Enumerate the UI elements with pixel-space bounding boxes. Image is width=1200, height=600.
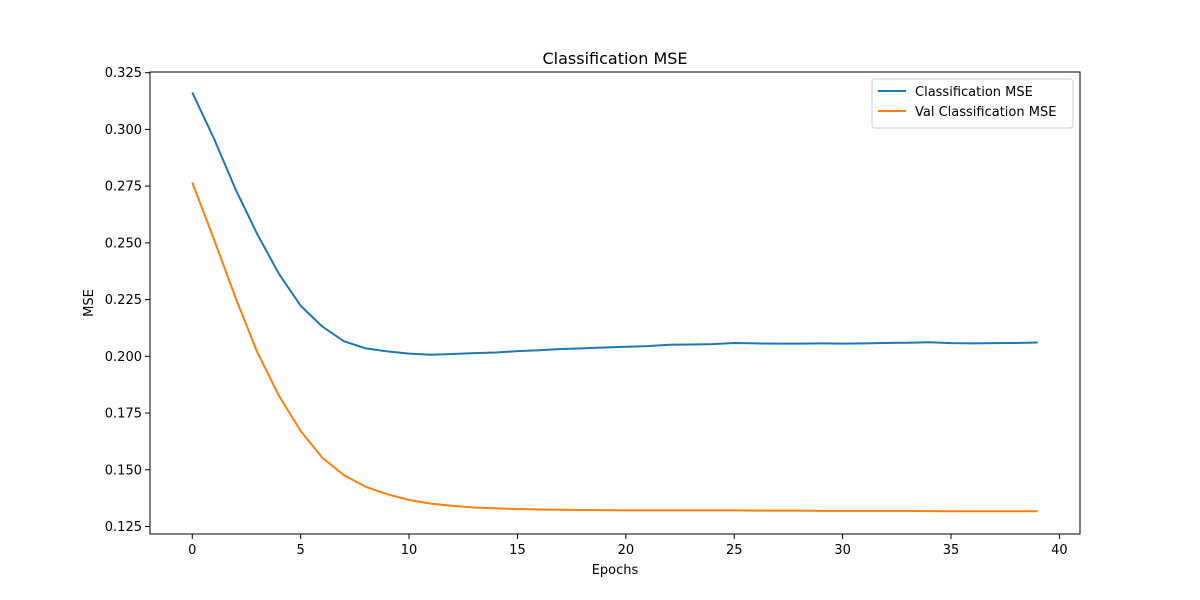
y-tick-label: 0.300 <box>105 123 142 138</box>
legend-label-classification-mse: Classification MSE <box>915 85 1033 100</box>
series-layer <box>191 91 1038 513</box>
x-axis-label: Epochs <box>592 563 639 578</box>
plot-frame <box>149 71 1081 535</box>
legend-label-val-classification-mse: Val Classification MSE <box>915 105 1056 120</box>
legend: Classification MSE Val Classification MS… <box>871 78 1074 129</box>
x-tick-label: 5 <box>297 543 305 558</box>
x-ticks: 0 5 10 15 20 25 30 35 40 <box>188 534 1068 558</box>
y-tick-label: 0.150 <box>105 463 142 478</box>
y-tick-label: 0.125 <box>105 520 142 535</box>
y-tick-label: 0.325 <box>105 66 142 81</box>
series-line-classification-mse <box>191 91 1038 356</box>
series-line-val-classification-mse <box>191 182 1038 513</box>
y-tick-label: 0.200 <box>105 350 142 365</box>
x-tick-label: 40 <box>1051 543 1068 558</box>
y-tick-label: 0.275 <box>105 180 142 195</box>
y-axis-label: MSE <box>82 289 97 317</box>
legend-box <box>871 78 1074 129</box>
x-tick-label: 15 <box>509 543 526 558</box>
x-tick-label: 30 <box>834 543 851 558</box>
plot-area <box>150 72 1080 534</box>
y-ticks: 0.125 0.150 0.175 0.200 0.225 0.250 0.275 0.300… <box>105 66 150 535</box>
y-tick-label: 0.175 <box>105 407 142 422</box>
x-tick-label: 25 <box>726 543 743 558</box>
x-tick-label: 10 <box>401 543 418 558</box>
y-tick-label: 0.250 <box>105 236 142 251</box>
chart-title: Classification MSE <box>542 49 687 68</box>
x-tick-label: 35 <box>943 543 960 558</box>
x-tick-label: 0 <box>188 543 196 558</box>
y-tick-label: 0.225 <box>105 293 142 308</box>
x-tick-label: 20 <box>618 543 635 558</box>
